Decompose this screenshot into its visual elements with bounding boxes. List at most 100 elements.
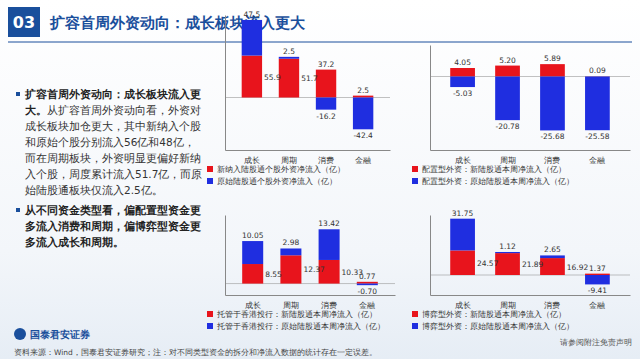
x-tick-label: 周期: [500, 156, 516, 165]
data-label: 1.37: [589, 264, 606, 273]
legend-swatch: [412, 323, 418, 329]
legend-item: 新纳入陆股通个股外资净流入（亿）: [207, 165, 345, 174]
x-axis: 成长 周期 消费 金融: [226, 295, 396, 310]
legend-swatch: [207, 323, 213, 329]
bars: [450, 64, 610, 130]
header-number: 03: [13, 13, 35, 32]
bullet: 从不同资金类型看，偏配置型资金更多流入消费和周期，偏博弈型资金更多流入成长和周期…: [16, 202, 204, 250]
legend-item: 原始陆股通个股外资净流入（亿）: [207, 177, 337, 186]
data-label: -5.03: [453, 89, 473, 98]
bar: [540, 258, 565, 275]
x-tick-label: 成长: [455, 156, 471, 165]
x-tick-label: 周期: [283, 301, 299, 310]
bar: [280, 255, 301, 283]
x-tick-label: 金融: [355, 156, 371, 165]
data-label: -25.68: [540, 132, 564, 141]
header-badge: [8, 7, 40, 37]
data-label: 51.7: [301, 74, 318, 83]
legend-item: 托管于香港投行：原始陆股通本周净流入（亿）: [207, 322, 385, 331]
data-label: 1.12: [499, 242, 516, 251]
bar: [357, 284, 378, 286]
y-axis: [430, 216, 431, 296]
bar: [279, 59, 299, 98]
bullet-body: 从扩容首周外资动向看，外资对成长板块加仓更大，其中新纳入个股和原始个股分别流入5…: [25, 104, 202, 196]
x-tick: 周期: [500, 295, 516, 310]
x-tick-label: 消费: [544, 301, 560, 310]
x-tick: 金融: [355, 150, 371, 165]
bars: [242, 229, 378, 285]
bullet-lead: 从不同资金类型看，偏配置型资金更多流入消费和周期，偏博弈型资金更多流入成长和周期…: [25, 204, 201, 248]
legend-label: 博弈型外资：新陆股通本周净流入（亿）: [422, 310, 566, 319]
legend: 托管于香港投行：新陆股通本周净流入（亿）托管于香港投行：原始陆股通本周净流入（亿…: [207, 310, 385, 331]
logo-mark: [14, 328, 26, 340]
bars: [450, 219, 610, 285]
data-label: 5.89: [544, 54, 561, 63]
bar: [450, 77, 475, 88]
data-label: 21.89: [522, 260, 544, 269]
chart: 成长周期消费金融55.951.737.22.547.52.5-16.2-42.4…: [207, 10, 391, 186]
data-label: 4.05: [454, 58, 471, 67]
legend: 博弈型外资：新陆股通本周净流入（亿） 博弈型外资：原始陆股通本周净流入（亿）: [412, 310, 574, 331]
bar: [540, 77, 565, 131]
legend-label: 配置型外资：原始陆股通本周净流入（亿）: [422, 177, 574, 186]
data-label: 0.09: [589, 66, 606, 75]
source-note: 资料来源：Wind，国泰君安证券研究；注：对不同类型资金的拆分和净流入数据的统计…: [14, 348, 377, 357]
data-label: 47.5: [244, 10, 261, 19]
chart: 成长周期消费金融4.055.205.890.09-5.03-20.78-25.6…: [412, 46, 631, 187]
x-tick: 金融: [589, 295, 605, 310]
chart: 成长周期消费金融24.5721.8916.921.3731.751.122.65…: [412, 209, 631, 331]
x-tick: 金融: [359, 295, 375, 310]
bar: [585, 77, 610, 131]
x-axis: 成长周期消费金融: [431, 150, 631, 165]
x-axis: 成长周期消费金融: [431, 295, 631, 310]
legend-label: 配置型外资：新陆股通本周净流入（亿）: [422, 165, 566, 174]
legend-label: 新纳入陆股通个股外资净流入（亿）: [217, 165, 345, 174]
x-tick: 成长: [455, 150, 471, 165]
legend-swatch: [412, 311, 418, 317]
data-label: 2.5: [283, 47, 295, 56]
x-tick-label: 消费: [321, 301, 337, 310]
bullet-text: 扩容首周外资动向：成长板块流入更大。从扩容首周外资动向看，外资对成长板块加仓更大…: [16, 86, 204, 254]
data-label: 16.92: [567, 263, 589, 272]
x-tick-label: 消费: [544, 156, 560, 165]
y-axis-line: [430, 216, 431, 296]
x-tick: 成长: [244, 150, 260, 165]
data-labels: 8.5512.3710.330.7710.052.9813.42-0.70: [242, 219, 377, 296]
legend-swatch: [412, 166, 418, 172]
data-label: -0.70: [358, 287, 378, 296]
disclaimer: 请参阅附注免责声明: [560, 338, 632, 347]
data-label: 0.77: [359, 272, 376, 281]
bar: [540, 64, 565, 76]
data-label: -20.78: [495, 122, 519, 131]
data-label: -9.41: [588, 286, 608, 295]
data-label: 5.20: [499, 56, 516, 65]
bar: [242, 20, 262, 56]
header-rule: [8, 42, 632, 43]
bar: [316, 98, 336, 110]
legend-swatch: [207, 166, 213, 172]
x-axis: 成长周期消费金融: [226, 150, 391, 165]
data-label: -25.58: [585, 132, 609, 141]
legend: 新纳入陆股通个股外资净流入（亿） 原始陆股通个股外资净流入（亿）: [207, 165, 345, 186]
bullet: 扩容首周外资动向：成长板块流入更大。从扩容首周外资动向看，外资对成长板块加仓更大…: [16, 86, 204, 198]
y-axis: [430, 46, 431, 151]
x-tick: 消费: [544, 295, 560, 310]
x-tick: 周期: [283, 295, 299, 310]
legend-item: 配置型外资：原始陆股通本周净流入（亿）: [412, 177, 574, 186]
data-label: 55.9: [264, 73, 281, 82]
x-tick-label: 成长: [244, 156, 260, 165]
bar: [495, 252, 520, 253]
bar: [353, 98, 373, 130]
legend-swatch: [207, 178, 213, 184]
legend-item: 博弈型外资：原始陆股通本周净流入（亿）: [412, 322, 574, 331]
y-axis-line: [225, 16, 226, 151]
x-tick: 消费: [544, 150, 560, 165]
legend-label: 托管于香港投行：原始陆股通本周净流入（亿）: [216, 322, 385, 331]
x-tick-label: 金融: [589, 301, 605, 310]
y-axis: [225, 16, 226, 151]
bar: [242, 264, 263, 284]
x-tick-label: 金融: [359, 301, 375, 310]
data-label: 2.65: [544, 245, 561, 254]
x-tick-label: 成长: [245, 301, 261, 310]
bar: [540, 255, 565, 258]
